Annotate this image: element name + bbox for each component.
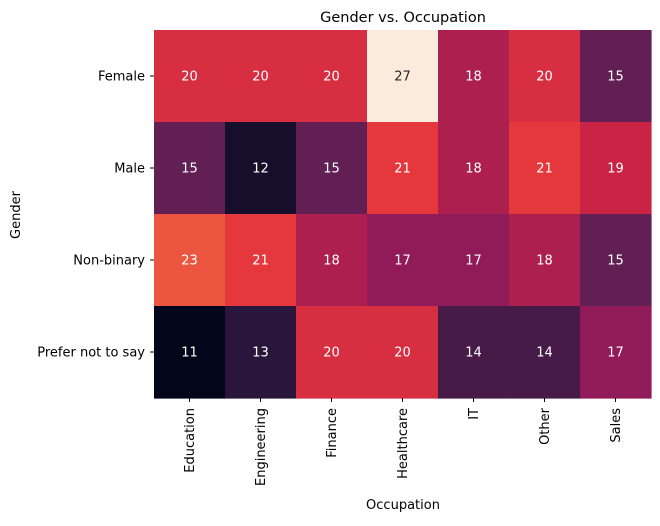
heatmap-cell [367,306,439,399]
heatmap-cell [225,30,297,123]
y-tick-label: Non-binary [73,254,145,269]
y-tick-label: Male [114,162,145,177]
heatmap-cells [154,30,652,399]
cell-value-label: 20 [181,70,198,85]
heatmap-cell [438,30,510,123]
cell-value-label: 18 [536,254,553,269]
cell-value-label: 15 [607,254,624,269]
cell-value-label: 20 [252,70,269,85]
x-tick-label: Other [538,407,553,445]
heatmap-cell [509,122,581,215]
cell-value-label: 21 [252,254,269,269]
cell-value-label: 18 [323,254,340,269]
y-tick-label: Prefer not to say [37,346,145,361]
heatmap-cell [225,122,297,215]
heatmap-cell [580,122,652,215]
heatmap-cell [154,214,226,307]
cell-value-label: 14 [465,346,482,361]
heatmap-cell [438,122,510,215]
y-tick-label: Female [98,70,145,85]
heatmap-cell [296,122,368,215]
x-tick-label: Finance [325,408,340,458]
cell-value-label: 20 [394,346,411,361]
chart-title: Gender vs. Occupation [320,10,486,26]
cell-value-label: 21 [536,162,553,177]
cell-value-label: 17 [465,254,482,269]
heatmap-cell [438,306,510,399]
x-axis: Education Engineering Finance Healthcare IT O… [183,398,624,486]
heatmap-cell [296,30,368,123]
cell-value-label: 15 [181,162,198,177]
heatmap-cell [296,214,368,307]
heatmap-cell [225,214,297,307]
cell-value-label: 23 [181,254,198,269]
heatmap-cell [580,306,652,399]
heatmap-cell [154,306,226,399]
cell-value-label: 20 [323,346,340,361]
cell-value-label: 14 [536,346,553,361]
heatmap-cell [509,306,581,399]
x-tick-label: IT [467,408,482,420]
heatmap-cell [367,30,439,123]
x-tick-label: Sales [609,408,624,443]
cell-annotations: 20 20 20 27 18 20 15 15 12 15 21 18 21 19 23 21 18 17 17 18… [181,70,624,361]
y-axis: Female Male Non-binary Prefer not to say [37,70,154,361]
heatmap-cell [509,214,581,307]
cell-value-label: 12 [252,162,269,177]
heatmap-cell [154,30,226,123]
cell-value-label: 18 [465,70,482,85]
cell-value-label: 19 [607,162,624,177]
heatmap-cell [296,306,368,399]
cell-value-label: 17 [394,254,411,269]
cell-value-label: 21 [394,162,411,177]
heatmap-cell [580,30,652,123]
heatmap-cell [580,214,652,307]
cell-value-label: 20 [536,70,553,85]
cell-value-label: 17 [607,346,624,361]
x-tick-label: Healthcare [396,408,411,479]
heatmap-cell [509,30,581,123]
heatmap-cell [438,214,510,307]
cell-value-label: 13 [252,346,269,361]
cell-value-label: 20 [323,70,340,85]
y-axis-title: Gender [9,190,24,239]
cell-value-label: 18 [465,162,482,177]
x-axis-title: Occupation [366,498,440,513]
x-tick-label: Education [183,408,198,473]
heatmap-cell [225,306,297,399]
heatmap-cell [154,122,226,215]
heatmap-cell [367,122,439,215]
heatmap-cell [367,214,439,307]
cell-value-label: 11 [181,346,198,361]
cell-value-label: 15 [323,162,340,177]
cell-value-label: 27 [394,70,411,85]
x-tick-label: Engineering [254,408,269,486]
cell-value-label: 15 [607,70,624,85]
